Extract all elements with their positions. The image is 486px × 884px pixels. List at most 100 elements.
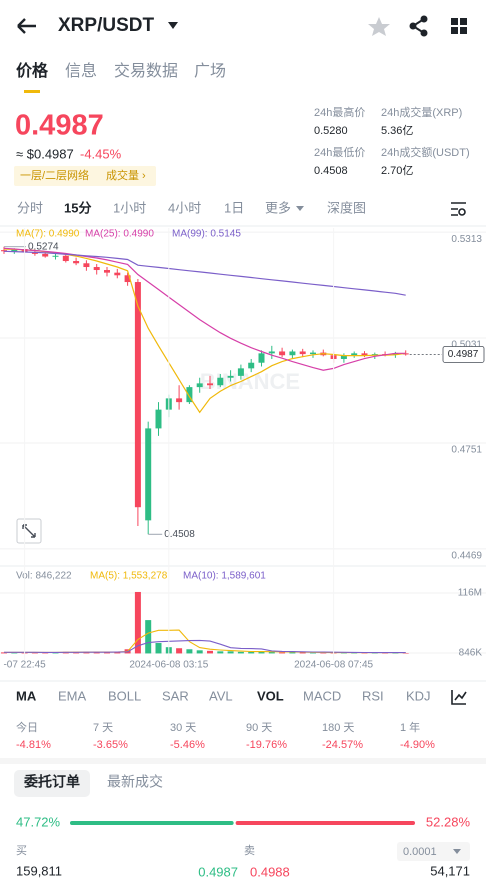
interval[interactable]: 1日 (224, 200, 244, 215)
ma-line (3, 247, 406, 371)
indicator[interactable]: MA (16, 688, 37, 703)
volume-bar (268, 651, 275, 654)
period-label: 90 天 (246, 722, 272, 734)
volume-title: Vol: 846,222 (16, 571, 72, 582)
ask-price: 0.4988 (250, 864, 290, 879)
pair-dropdown[interactable] (168, 22, 178, 29)
volume-bar (299, 652, 306, 654)
precision[interactable]: 0.0001 (403, 846, 437, 858)
indicator[interactable]: RSI (362, 688, 384, 703)
tag[interactable]: 成交量 › (106, 168, 146, 182)
period-label: 30 天 (170, 722, 196, 734)
period-change: -4.90% (400, 739, 435, 751)
legend-entry: MA(5): 1,553,278 (90, 571, 168, 582)
volume-bar (382, 653, 389, 654)
volume-bar (227, 651, 234, 654)
volume-ma-line (4, 639, 406, 654)
period-change: -4.81% (16, 739, 51, 751)
interval[interactable]: 15分 (64, 200, 91, 215)
indicator-settings-icon[interactable] (451, 690, 467, 705)
indicator[interactable]: EMA (58, 688, 87, 703)
last-price: 0.4987 (15, 110, 104, 142)
interval[interactable]: 1小时 (113, 200, 146, 215)
candle-body (258, 353, 265, 363)
candle-body (279, 351, 286, 356)
high-label: 0.5274 (28, 241, 59, 252)
order-tab[interactable]: 委托订单 (23, 774, 80, 790)
menu-icon[interactable] (451, 18, 467, 34)
volume-ma-line (4, 629, 406, 654)
indicator[interactable]: MACD (303, 688, 341, 703)
ma-line (3, 250, 406, 296)
y-tick-label: 0.4751 (451, 445, 482, 456)
indicator[interactable]: KDJ (406, 688, 431, 703)
tag-box (14, 166, 156, 186)
candle-body (340, 355, 347, 359)
stat-value: 0.5280 (314, 125, 348, 137)
fullscreen-button[interactable] (16, 518, 42, 544)
candle-body (155, 409, 162, 429)
tab[interactable]: 广场 (194, 62, 226, 80)
legend-entry: MA(99): 0.5145 (172, 229, 241, 240)
favorite-icon[interactable] (368, 17, 390, 36)
interval[interactable]: 更多 (265, 200, 291, 215)
volume-bar (176, 648, 183, 654)
candle-body (227, 375, 234, 378)
candle-body (114, 272, 121, 276)
volume-bar (134, 591, 141, 654)
tab[interactable]: 信息 (65, 62, 97, 80)
tab-pill (14, 770, 90, 797)
candle-body (104, 270, 110, 273)
sell-label: 卖 (244, 844, 255, 857)
indicator[interactable]: SAR (162, 688, 189, 703)
interval[interactable]: 4小时 (168, 200, 201, 215)
pair-title[interactable]: XRP/USDT (58, 15, 154, 36)
back-button[interactable] (17, 18, 36, 34)
candle-body (124, 275, 131, 283)
volume-bar (237, 651, 244, 654)
period-change: -3.65% (93, 739, 128, 751)
tab[interactable]: 交易数据 (114, 62, 178, 80)
candle-body (392, 353, 399, 355)
stat-label: 24h成交额(USDT) (381, 145, 470, 159)
indicator[interactable]: AVL (209, 688, 233, 703)
volume-bar (155, 643, 162, 654)
period-label: 7 天 (93, 722, 113, 734)
y-tick-label: 0.5031 (451, 340, 482, 351)
candle-body (145, 428, 152, 521)
candle-body (237, 368, 244, 376)
indicator[interactable]: BOLL (108, 688, 141, 703)
candle-body (310, 352, 316, 355)
volume-bar (93, 652, 100, 654)
share-icon[interactable] (409, 15, 428, 37)
stat-label: 24h最高价 (314, 105, 365, 119)
last-price-box (442, 346, 485, 363)
y-tick-label: 116M (458, 588, 482, 599)
y-tick-label: 846K (459, 648, 483, 659)
interval[interactable]: 深度图 (327, 200, 366, 215)
candle-body (11, 249, 18, 252)
precision-box[interactable] (397, 842, 470, 861)
more-caret (296, 206, 304, 211)
stat-value: 5.36亿 (381, 124, 413, 137)
bid-price: 0.4987 (198, 864, 238, 879)
fiat-price: ≈ $0.4987 (16, 146, 74, 161)
candle-body (289, 351, 296, 356)
volume-bar (258, 651, 265, 654)
volume-bar (186, 649, 193, 654)
watermark: BINANCE (200, 369, 300, 394)
performance-row: 今日 -4.81% 7 天 -3.65% 30 天 -5.46% 90 天 -19.76% 18… (16, 720, 435, 751)
order-tab[interactable]: 最新成交 (107, 774, 163, 790)
tab[interactable]: 价格 (16, 61, 49, 80)
period-change: -19.76% (246, 739, 287, 751)
chart-settings-icon[interactable] (451, 202, 466, 216)
candle-body (207, 383, 213, 386)
price-change: -4.45% (80, 146, 122, 161)
tag[interactable]: 一层/二层网络 (20, 168, 89, 182)
indicator[interactable]: VOL (257, 688, 284, 703)
interval[interactable]: 分时 (17, 200, 43, 215)
volume-bar (279, 652, 286, 654)
stat-value: 0.4508 (314, 165, 348, 177)
candle-body (351, 353, 358, 356)
